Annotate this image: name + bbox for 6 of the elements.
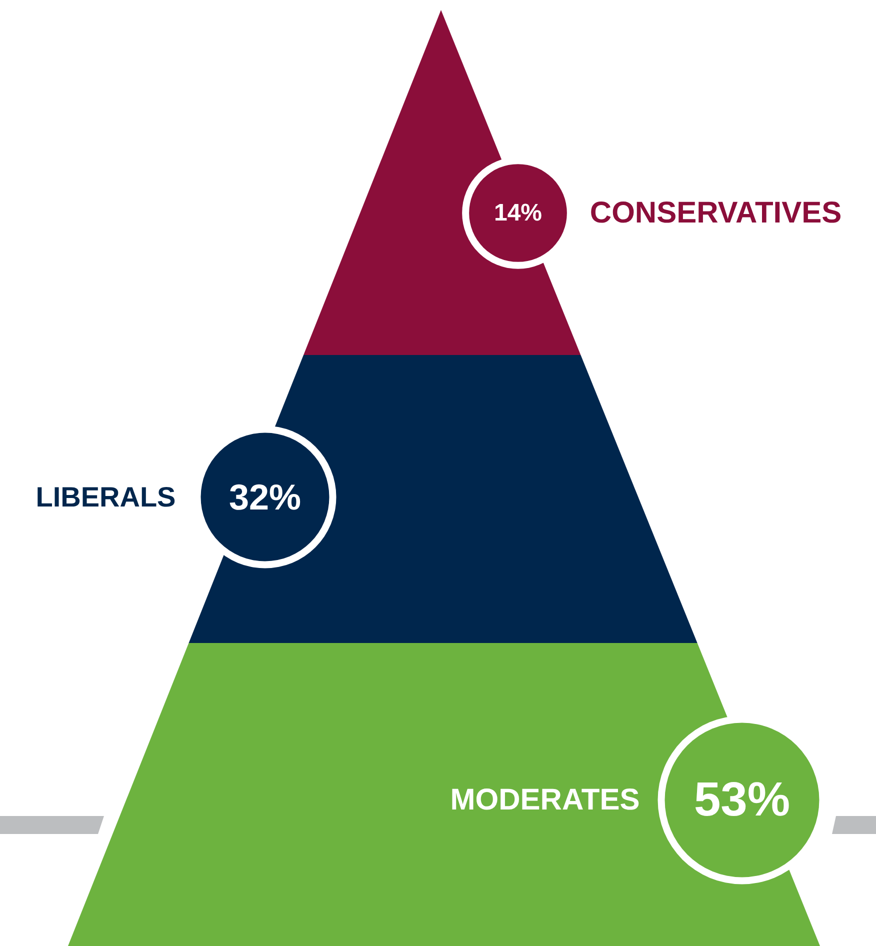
category-label: LIBERALS: [36, 482, 176, 512]
category-label: MODERATES: [450, 784, 640, 816]
data-label: 53%: [694, 774, 790, 826]
data-label: 14%: [494, 200, 542, 226]
category-label: CONSERVATIVES: [590, 196, 842, 230]
data-label: 32%: [228, 476, 302, 518]
